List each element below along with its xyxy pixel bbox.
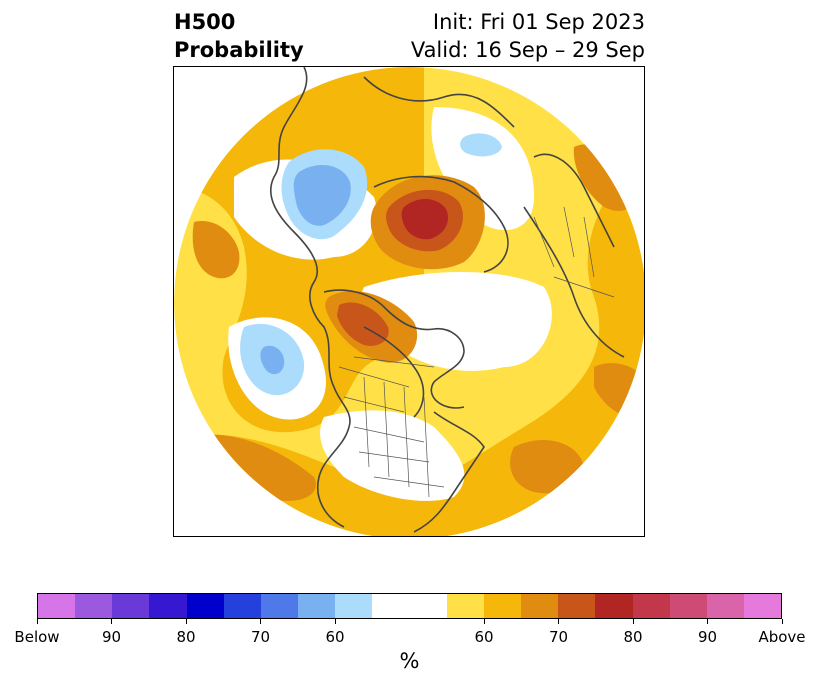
canada-us-border xyxy=(353,356,435,368)
colorbar-segment xyxy=(335,594,373,618)
near-normal-region xyxy=(431,107,534,231)
map-outside-disk xyxy=(174,67,644,536)
colorbar-tick-label: 90 xyxy=(101,628,122,646)
colorbar-segment xyxy=(632,594,670,618)
colorbar-tick xyxy=(558,619,559,624)
colorbar-tick xyxy=(781,619,783,624)
colorbar-tick-label: 70 xyxy=(548,628,569,646)
colorbar-tick xyxy=(260,619,261,624)
colorbar-segment xyxy=(372,594,410,618)
colorbar-segment xyxy=(186,594,224,618)
colorbar-tick xyxy=(334,619,336,624)
prob-80-above-region xyxy=(401,198,449,240)
colorbar-ticks: Below 90 80 70 60 60 70 80 90 Above xyxy=(14,619,806,649)
scandinavia-coast xyxy=(533,153,615,248)
colorbar-tick xyxy=(707,619,708,624)
colorbar-tick xyxy=(632,619,634,624)
colorbar-tick-label: Below xyxy=(14,628,60,646)
colorbar xyxy=(37,593,782,619)
map-title: H500 Probability xyxy=(174,8,304,64)
prob-65-below-region xyxy=(260,345,285,375)
prob-65-below-region xyxy=(293,164,351,226)
atlantic-coast xyxy=(413,411,485,533)
colorbar-segment xyxy=(149,594,187,618)
colorbar-segment xyxy=(38,594,76,618)
colorbar-segment xyxy=(298,594,336,618)
siberian-coast xyxy=(363,76,515,128)
colorbar-tick-label: 60 xyxy=(474,628,494,646)
colorbar-tick-label: 80 xyxy=(623,628,643,646)
prob-70-above-region xyxy=(192,221,240,279)
colorbar-tick xyxy=(111,619,112,624)
colorbar-tick xyxy=(36,619,38,624)
us-state-borders xyxy=(338,366,445,488)
colorbar-segment xyxy=(75,594,113,618)
title-product: Probability xyxy=(174,38,304,62)
hudson-bay-coast xyxy=(363,326,425,418)
colorbar-tick xyxy=(185,619,187,624)
colorbar-unit-label: % xyxy=(399,649,420,673)
colorbar-tick-label: 60 xyxy=(325,628,345,646)
init-date: Init: Fri 01 Sep 2023 xyxy=(432,10,645,34)
probability-map xyxy=(173,66,645,537)
colorbar-tick xyxy=(483,619,485,624)
prob-60-below-region xyxy=(460,133,502,157)
colorbar-segment xyxy=(669,594,707,618)
colorbar-segment xyxy=(409,594,447,618)
colorbar-segment xyxy=(521,594,559,618)
prob-65-above-region xyxy=(314,147,644,536)
probability-field xyxy=(174,67,644,536)
asia-pacific-coast xyxy=(269,67,351,528)
valid-range: Valid: 16 Sep – 29 Sep xyxy=(410,38,645,62)
north-america-arctic-coast xyxy=(323,289,465,409)
europe-coast xyxy=(523,206,625,358)
eurasia-country-borders xyxy=(533,206,615,298)
colorbar-segment xyxy=(223,594,261,618)
colorbar-segment xyxy=(706,594,744,618)
prob-75-above-region xyxy=(337,302,389,346)
colorbar-segment xyxy=(112,594,150,618)
map-dates: Init: Fri 01 Sep 2023 Valid: 16 Sep – 29… xyxy=(411,8,645,64)
title-variable: H500 xyxy=(174,10,236,34)
arctic-coast xyxy=(373,175,509,273)
colorbar-tick-label: 70 xyxy=(250,628,271,646)
map-canvas xyxy=(174,67,644,536)
colorbar-segment xyxy=(446,594,484,618)
colorbar-segment xyxy=(260,594,299,618)
prob-70-above-region xyxy=(510,439,584,494)
colorbar-tick-label: 90 xyxy=(697,628,718,646)
colorbar-segment xyxy=(743,594,782,618)
colorbar-segment xyxy=(483,594,522,618)
colorbar-tick-label: 80 xyxy=(176,628,196,646)
coastlines xyxy=(269,67,625,533)
colorbar-segment xyxy=(595,594,633,618)
colorbar-tick-label: Above xyxy=(758,628,806,646)
political-borders xyxy=(338,206,615,498)
colorbar-segment xyxy=(558,594,596,618)
us-state-borders xyxy=(363,376,430,498)
